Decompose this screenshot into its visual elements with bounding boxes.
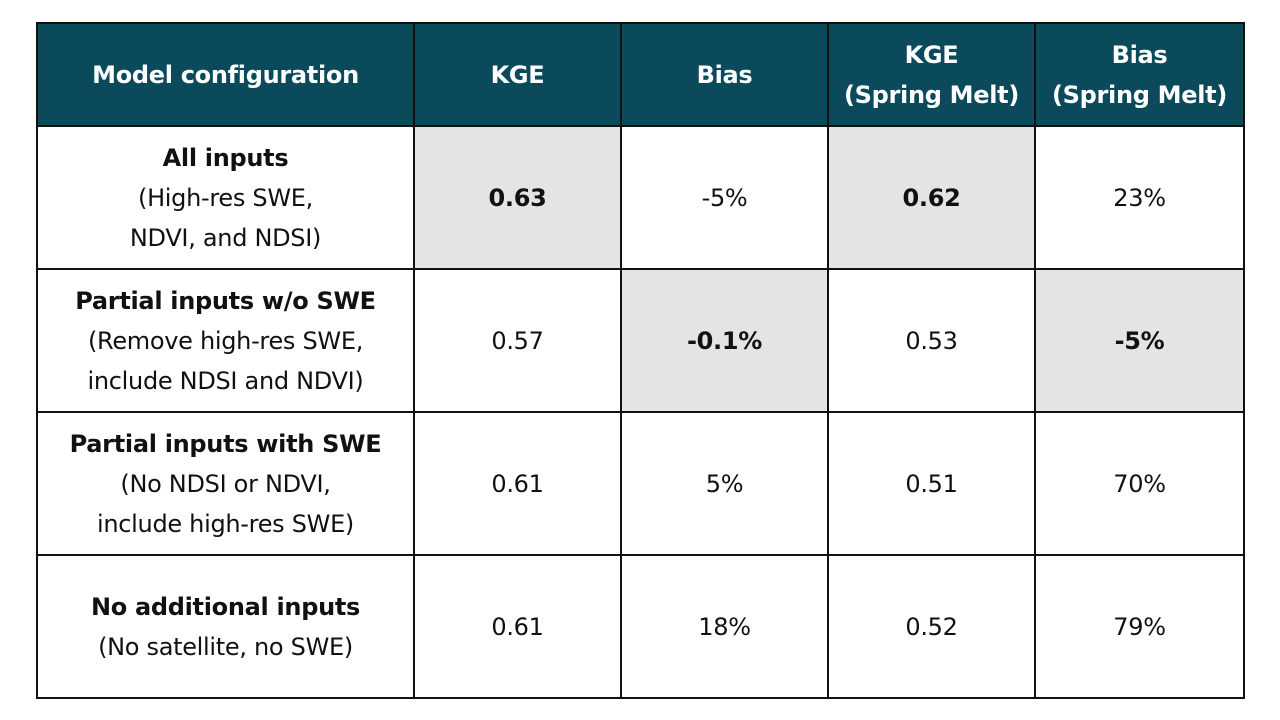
config-title: Partial inputs with SWE (69, 429, 382, 458)
kge-cell: 0.61 (413, 554, 622, 699)
config-title: No additional inputs (90, 592, 361, 621)
bias-spring-cell: 79% (1034, 554, 1245, 699)
bias-spring-cell: 23% (1034, 125, 1245, 270)
header-sublabel: (Spring Melt) (843, 80, 1020, 109)
bias-cell: -0.1% (620, 268, 829, 413)
bias-spring-cell: -5% (1034, 268, 1245, 413)
header-label: KGE (904, 40, 959, 69)
bias-spring-cell: 70% (1034, 411, 1245, 556)
config-description: include NDSI and NDVI) (87, 366, 364, 395)
header-label: KGE (490, 60, 545, 89)
table-row: All inputs (High-res SWE, NDVI, and NDSI… (36, 125, 1245, 270)
table-row: Partial inputs with SWE (No NDSI or NDVI… (36, 411, 1245, 556)
config-description: (High-res SWE, (138, 183, 313, 212)
header-label: Bias (696, 60, 753, 89)
config-description: (Remove high-res SWE, (87, 326, 364, 355)
config-cell: Partial inputs with SWE (No NDSI or NDVI… (36, 411, 415, 556)
config-cell: All inputs (High-res SWE, NDVI, and NDSI… (36, 125, 415, 270)
kge-spring-cell: 0.62 (827, 125, 1036, 270)
kge-spring-cell: 0.53 (827, 268, 1036, 413)
kge-cell: 0.57 (413, 268, 622, 413)
table-row: Partial inputs w/o SWE (Remove high-res … (36, 268, 1245, 413)
header-label: Bias (1111, 40, 1168, 69)
table-row: No additional inputs (No satellite, no S… (36, 554, 1245, 699)
header-bias: Bias (620, 22, 829, 127)
header-kge-spring-melt: KGE (Spring Melt) (827, 22, 1036, 127)
header-sublabel: (Spring Melt) (1051, 80, 1228, 109)
config-description: (No NDSI or NDVI, (120, 469, 331, 498)
header-model-configuration: Model configuration (36, 22, 415, 127)
table-header-row: Model configuration KGE Bias KGE (Spring… (36, 22, 1245, 127)
bias-cell: 18% (620, 554, 829, 699)
header-kge: KGE (413, 22, 622, 127)
config-description: NDVI, and NDSI) (129, 223, 322, 252)
kge-spring-cell: 0.51 (827, 411, 1036, 556)
config-cell: No additional inputs (No satellite, no S… (36, 554, 415, 699)
kge-cell: 0.63 (413, 125, 622, 270)
header-label: Model configuration (92, 60, 359, 89)
bias-cell: -5% (620, 125, 829, 270)
config-cell: Partial inputs w/o SWE (Remove high-res … (36, 268, 415, 413)
header-bias-spring-melt: Bias (Spring Melt) (1034, 22, 1245, 127)
config-title: Partial inputs w/o SWE (75, 286, 376, 315)
config-description: include high-res SWE) (97, 509, 354, 538)
config-description: (No satellite, no SWE) (98, 632, 353, 661)
kge-cell: 0.61 (413, 411, 622, 556)
results-table: Model configuration KGE Bias KGE (Spring… (36, 22, 1245, 699)
bias-cell: 5% (620, 411, 829, 556)
kge-spring-cell: 0.52 (827, 554, 1036, 699)
config-title: All inputs (162, 143, 289, 172)
